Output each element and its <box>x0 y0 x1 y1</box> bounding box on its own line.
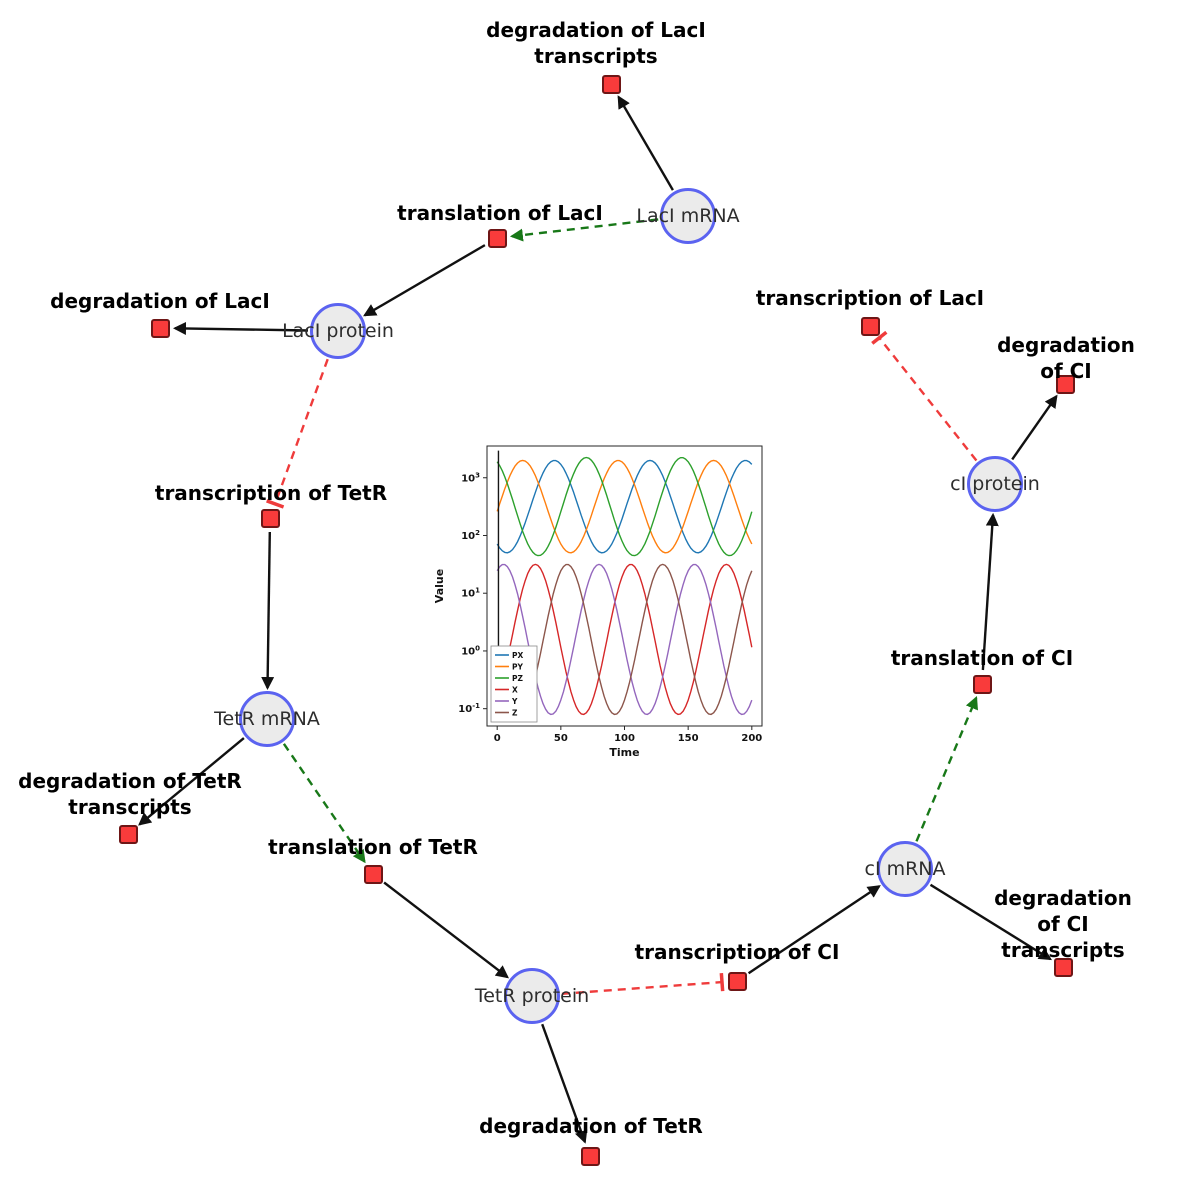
reaction-label-deg-ci-tx: degradation of CI transcripts <box>994 886 1132 962</box>
reaction-node-deg-ci-tx[interactable] <box>1053 957 1073 977</box>
species-node-laci-mrna[interactable] <box>660 188 716 244</box>
y-tick-label: 100 <box>461 644 480 657</box>
legend-entry-PX: PX <box>512 651 523 660</box>
reaction-node-transl-laci[interactable] <box>487 228 507 248</box>
legend-entry-Y: Y <box>511 697 518 706</box>
species-label-ci-protein: cI protein <box>950 473 1040 495</box>
edge-laci-mrna-to-transl-laci-modifier <box>509 218 659 242</box>
species-label-laci-protein: LacI protein <box>282 320 394 342</box>
edge-ci-protein-to-deg-ci-consumption <box>1011 394 1058 461</box>
reaction-label-txn-tetr: transcription of TetR <box>154 481 388 505</box>
edge-tetr-protein-to-txn-ci-inhibition <box>561 972 725 995</box>
edge-laci-protein-to-deg-laci-consumption <box>173 321 309 335</box>
x-tick-label: 50 <box>554 733 568 744</box>
reaction-node-deg-laci[interactable] <box>150 318 170 338</box>
edge-transl-ci-to-ci-protein-production <box>981 512 999 671</box>
series-line-X <box>496 563 753 716</box>
series-line-PY <box>496 459 753 554</box>
legend-entry-PZ: PZ <box>512 674 523 683</box>
edge-tetr-mrna-to-deg-tetr-tx-consumption <box>138 737 245 826</box>
reaction-label-deg-ci: degradation of CI <box>997 333 1135 383</box>
reaction-label-transl-laci: translation of LacI <box>397 201 603 225</box>
reaction-label-deg-laci: degradation of LacI <box>50 289 270 313</box>
reaction-label-deg-laci-tx: degradation of LacI transcripts <box>486 18 706 68</box>
reaction-node-deg-laci-tx[interactable] <box>601 74 621 94</box>
reaction-label-deg-tetr: degradation of TetR <box>479 1114 703 1138</box>
reaction-node-deg-tetr[interactable] <box>580 1146 600 1166</box>
edge-transl-tetr-to-tetr-protein-production <box>383 881 509 979</box>
edge-ci-mrna-to-deg-ci-tx-consumption <box>929 883 1052 961</box>
series-line-PX <box>496 459 753 554</box>
reaction-node-transl-tetr[interactable] <box>363 864 383 884</box>
x-tick-label: 150 <box>678 733 699 744</box>
y-tick-label: 10-1 <box>458 702 480 715</box>
reaction-node-deg-tetr-tx[interactable] <box>118 824 138 844</box>
simulation-plot: 0 50 100 150 200 10-1 100 101 102 103 PX PY PZ XYZ Tim… <box>433 445 763 759</box>
edge-ci-protein-to-txn-laci-inhibition <box>871 330 978 462</box>
species-label-ci-mrna: cI mRNA <box>864 858 946 880</box>
series-line-Y <box>496 563 753 716</box>
y-tick-label: 102 <box>461 529 480 542</box>
reaction-node-transl-ci[interactable] <box>972 674 992 694</box>
reaction-label-transl-ci: translation of CI <box>890 646 1074 670</box>
x-axis-label: Time <box>609 746 639 759</box>
species-node-tetr-protein[interactable] <box>504 968 560 1024</box>
edge-txn-ci-to-ci-mrna-production <box>747 885 881 975</box>
edge-ci-mrna-to-transl-ci-modifier <box>915 695 978 842</box>
species-label-tetr-mrna: TetR mRNA <box>214 708 320 730</box>
plot-legend: PX PY PZ XYZ <box>490 645 538 723</box>
x-tick-label: 0 <box>494 733 501 744</box>
reaction-node-deg-ci[interactable] <box>1055 374 1075 394</box>
species-label-tetr-protein: TetR protein <box>474 985 590 1007</box>
reaction-label-transl-tetr: translation of TetR <box>268 835 478 859</box>
species-label-laci-mrna: LacI mRNA <box>636 205 740 227</box>
simulation-inset-figure: 0 50 100 150 200 10-1 100 101 102 103 PX PY PZ X Y Z Tim… <box>428 430 790 772</box>
reaction-label-txn-laci: transcription of LacI <box>755 286 985 310</box>
edge-laci-protein-to-txn-tetr-inhibition <box>266 358 329 509</box>
x-tick-label: 100 <box>614 733 635 744</box>
species-node-laci-protein[interactable] <box>310 303 366 359</box>
edge-tetr-protein-to-deg-tetr-consumption <box>541 1023 588 1144</box>
y-tick-label: 101 <box>461 587 480 600</box>
species-node-ci-mrna[interactable] <box>877 841 933 897</box>
legend-entry-PY: PY <box>512 663 523 672</box>
y-axis-label: Value <box>433 569 446 603</box>
edge-laci-mrna-to-deg-laci-tx-consumption <box>617 95 674 191</box>
legend-entry-Z: Z <box>512 709 518 718</box>
reaction-label-deg-tetr-tx: degradation of TetR transcripts <box>18 769 242 819</box>
species-node-tetr-mrna[interactable] <box>239 691 295 747</box>
x-tick-label: 200 <box>741 733 762 744</box>
edge-txn-tetr-to-tetr-mrna-production <box>261 531 275 690</box>
species-node-ci-protein[interactable] <box>967 456 1023 512</box>
reaction-node-txn-ci[interactable] <box>727 971 747 991</box>
series-line-Z <box>496 563 753 716</box>
y-tick-label: 103 <box>461 471 480 484</box>
reaction-node-txn-tetr[interactable] <box>260 508 280 528</box>
series-line-PZ <box>496 456 753 557</box>
legend-entry-X: X <box>512 686 518 695</box>
edge-transl-laci-to-laci-protein-production <box>363 244 486 317</box>
reaction-label-txn-ci: transcription of CI <box>634 940 840 964</box>
edge-tetr-mrna-to-transl-tetr-modifier <box>282 743 366 864</box>
reaction-node-txn-laci[interactable] <box>860 316 880 336</box>
